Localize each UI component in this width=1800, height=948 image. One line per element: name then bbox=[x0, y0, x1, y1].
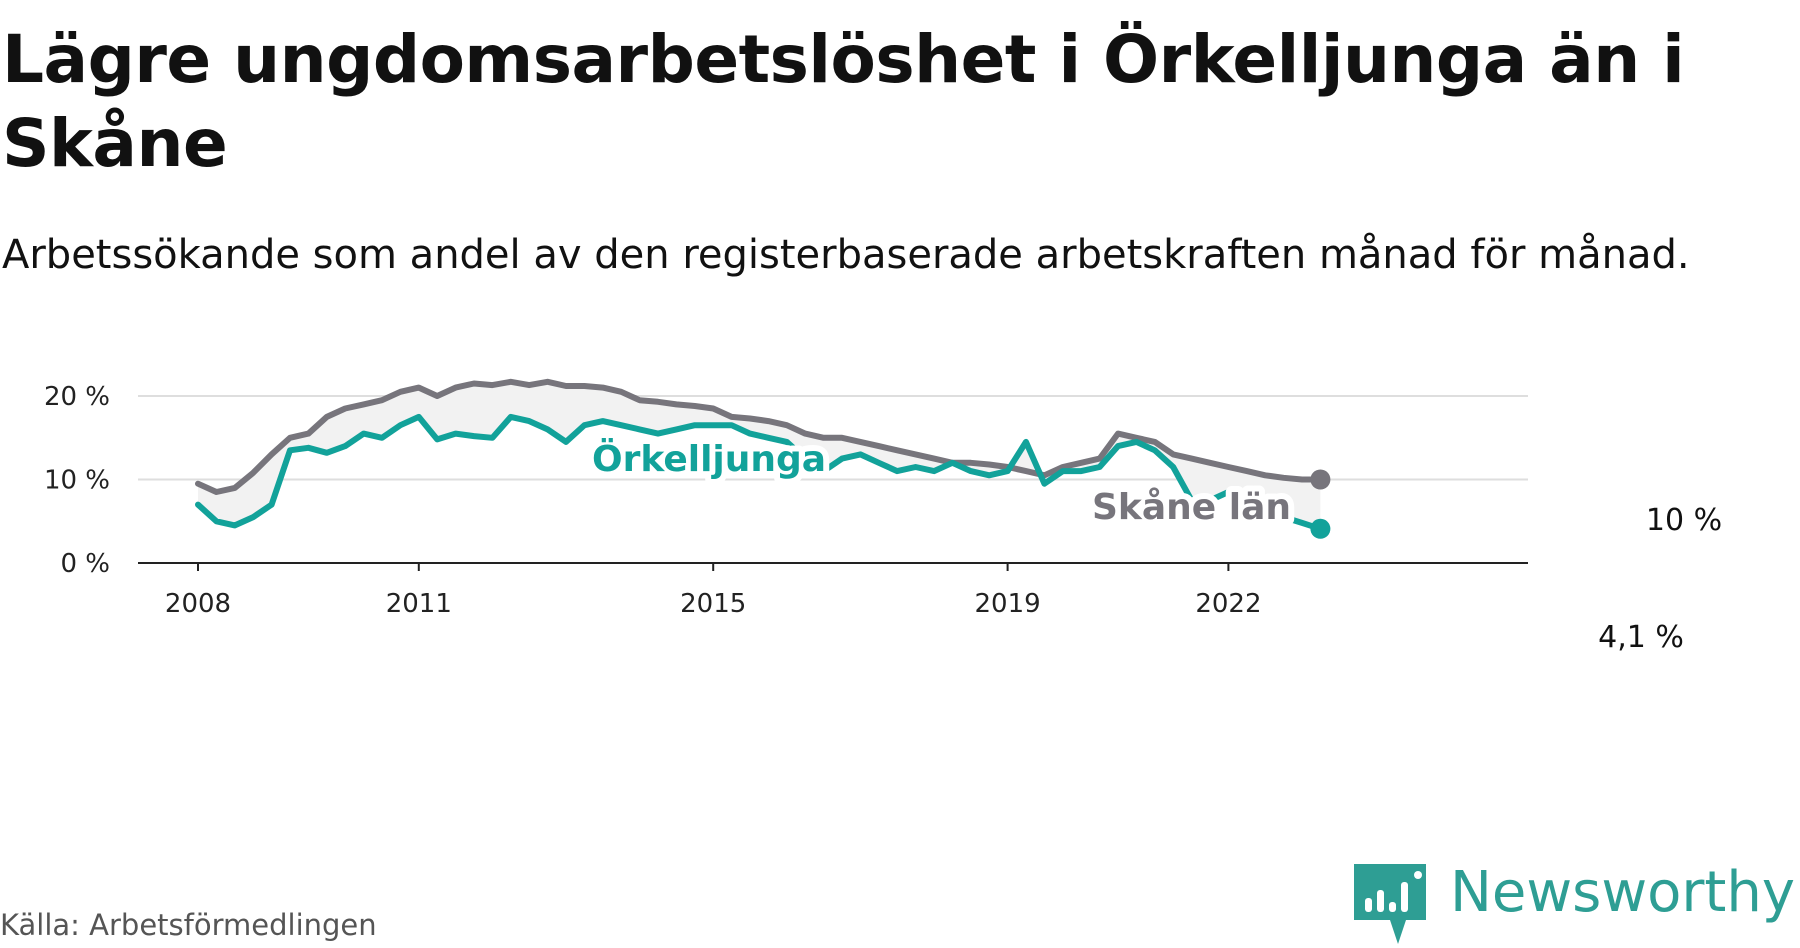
y-tick-label: 20 % bbox=[44, 382, 110, 412]
y-tick-label: 0 % bbox=[60, 549, 110, 579]
brand-logo: Newsworthy bbox=[1348, 858, 1800, 948]
gap-fill-layer bbox=[198, 381, 1321, 529]
brand-name: Newsworthy bbox=[1450, 860, 1795, 925]
chart-subtitle: Arbetssökande som andel av den registerb… bbox=[2, 232, 1690, 278]
series-line-skane bbox=[195, 378, 1324, 495]
x-tick-label: 2011 bbox=[386, 589, 452, 619]
series-layer bbox=[195, 378, 1331, 539]
newsworthy-logo-icon bbox=[1354, 864, 1426, 944]
series-line-orkelljunga-end-point bbox=[1310, 518, 1331, 539]
series-line-skane-end-point bbox=[1310, 469, 1331, 490]
series-label-orkelljunga: Örkelljunga bbox=[592, 438, 826, 480]
series-label-skane: Skåne län bbox=[1092, 487, 1291, 528]
chart-title: Lägre ungdomsarbetslöshet i Örkelljunga … bbox=[2, 21, 1685, 182]
source-note: Källa: Arbetsförmedlingen bbox=[0, 908, 377, 942]
x-tick-label: 2019 bbox=[975, 589, 1041, 619]
end-value-label-orkelljunga-halo: 4,1 % bbox=[1598, 620, 1684, 655]
end-value-label-orkelljunga: 4,1 % bbox=[1598, 620, 1684, 655]
y-tick-label: 10 % bbox=[44, 466, 110, 496]
series-line-orkelljunga bbox=[195, 413, 1324, 532]
gap-area bbox=[198, 381, 1321, 529]
x-tick-label: 2015 bbox=[680, 589, 746, 619]
series-label-orkelljunga-halo: Örkelljunga bbox=[592, 438, 826, 480]
end-value-label-skane-halo: 10 % bbox=[1646, 503, 1722, 538]
x-tick-label: 2022 bbox=[1195, 589, 1261, 619]
end-value-label-skane: 10 % bbox=[1646, 503, 1722, 538]
x-tick-label: 2008 bbox=[165, 589, 231, 619]
series-label-skane-halo: Skåne län bbox=[1092, 487, 1291, 528]
